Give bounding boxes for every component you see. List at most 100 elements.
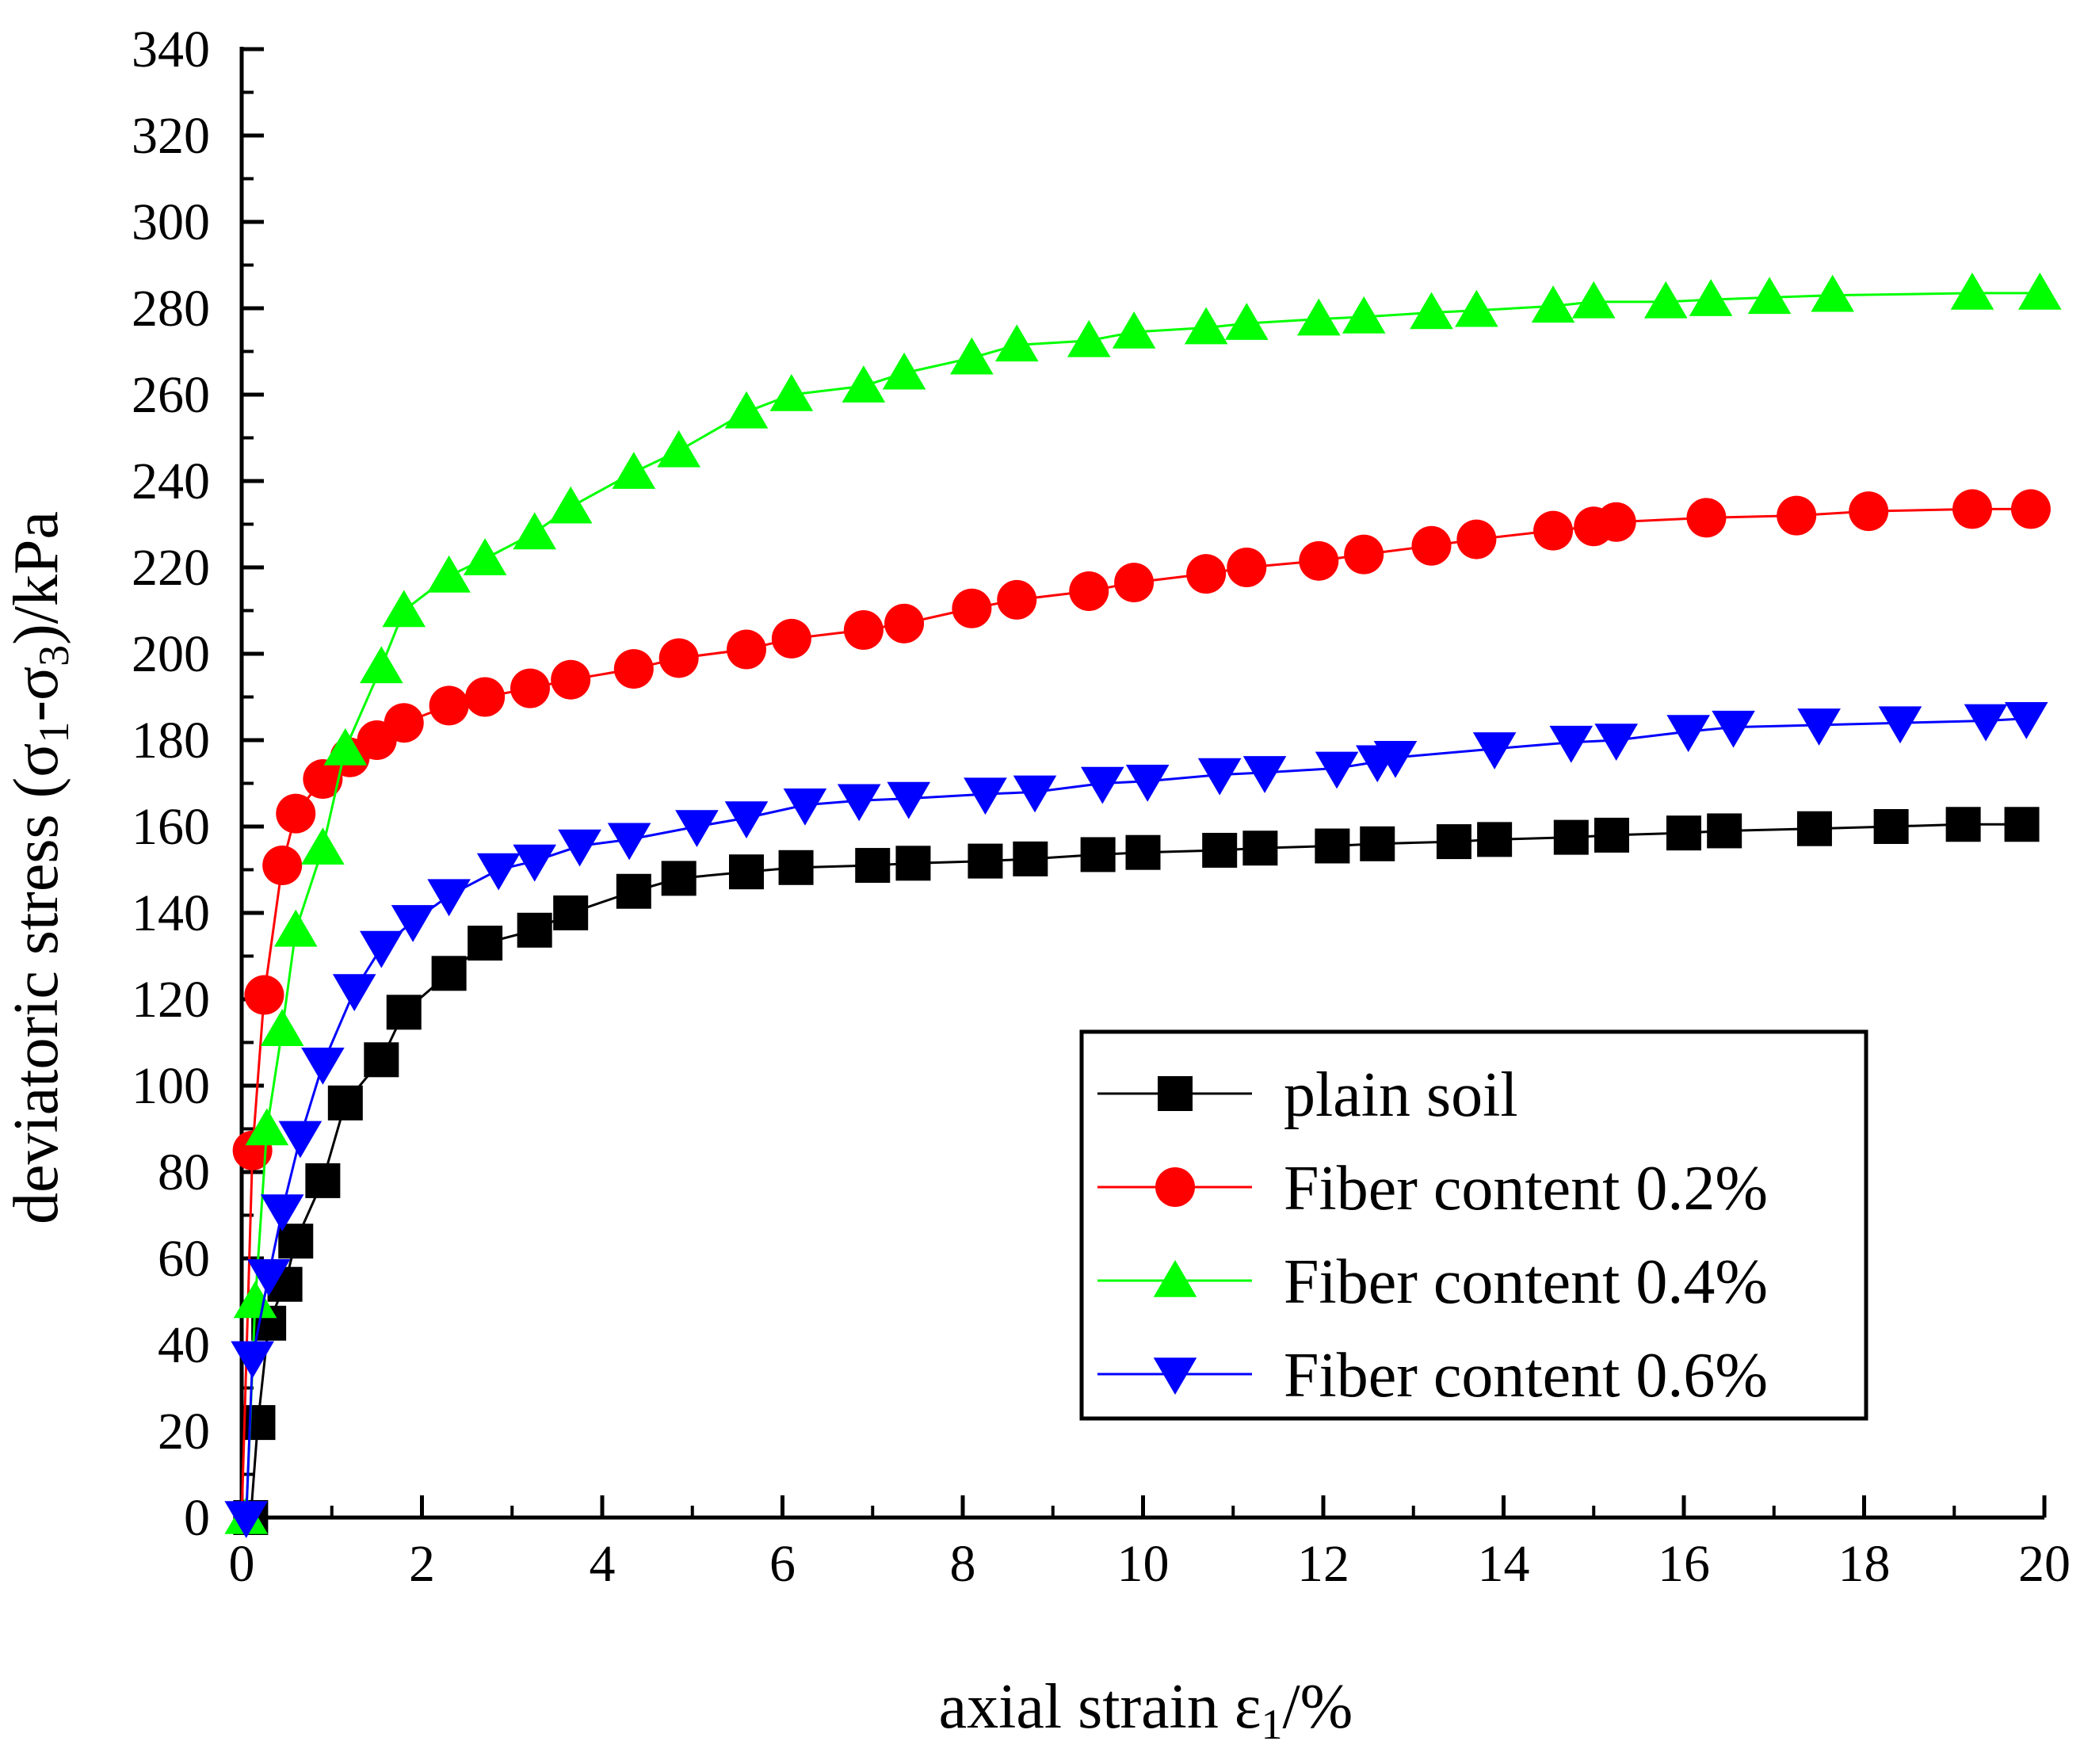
x-tick-label: 6 [769,1535,796,1593]
data-point [224,1501,268,1538]
data-point [837,784,881,822]
x-tick-label: 14 [1478,1535,1530,1593]
data-point [994,324,1039,362]
data-point [1344,534,1384,575]
legend-marker [1153,1260,1197,1297]
y-axis-title-sub1: 1 [30,722,78,743]
data-point [431,956,467,991]
data-point [884,603,925,643]
y-tick-label: 0 [184,1489,210,1547]
y-axis-title-part2: -σ [2,666,71,722]
data-point [1596,502,1636,542]
data-point [843,610,884,651]
data-point [278,1121,323,1159]
data-point [429,685,469,726]
legend-item: Fiber content 0.4% [1097,1247,1768,1317]
data-point [1531,285,1575,323]
data-point [1945,807,1981,842]
data-point [231,1341,274,1379]
y-axis-title-part1: deviatoric stress (σ [2,743,71,1224]
data-point [1686,498,1727,538]
data-point [1777,495,1817,536]
data-point [517,912,552,948]
data-point [233,1281,277,1319]
x-axis-title-tail: /% [1282,1672,1353,1742]
y-axis-title-sub2: 3 [30,645,78,666]
x-tick-label: 12 [1297,1535,1349,1593]
data-point [658,638,699,678]
data-point [724,801,769,839]
data-point [1125,764,1170,802]
y-tick-label: 220 [132,539,210,597]
data-point [1533,510,1574,551]
data-point [1472,732,1517,769]
series-4 [224,701,2048,1538]
data-point [1242,830,1278,866]
y-tick-label: 340 [132,21,210,78]
x-tick-label: 2 [409,1535,435,1593]
data-point [384,703,424,743]
x-tick-label: 8 [950,1535,976,1593]
legend-item: plain soil [1097,1060,1518,1130]
data-point [950,337,994,375]
data-point [1125,834,1161,870]
data-point [1712,710,1755,748]
legend-item: Fiber content 0.2% [1097,1154,1768,1224]
data-point [1849,491,1889,532]
data-point [675,810,719,847]
data-point [245,1108,289,1146]
data-point [244,975,284,1015]
data-point [1873,809,1909,844]
data-point [551,659,591,700]
data-point [305,1163,341,1198]
data-point [548,486,593,524]
data-point [657,430,700,468]
legend-marker [1155,1167,1195,1207]
data-point [1411,525,1452,566]
data-point [1878,706,1922,744]
data-point [1242,756,1287,793]
data-point [1013,841,1048,876]
data-point [1013,775,1057,813]
data-point [246,1259,291,1296]
data-point [1081,766,1124,804]
legend-label: plain soil [1284,1060,1518,1130]
data-point [386,995,422,1030]
data-point [1594,817,1629,853]
data-point [1950,272,1994,310]
data-point [1549,725,1594,763]
y-axis-title: deviatoric stress (σ1-σ3)/kPa [2,511,78,1224]
data-point [1114,563,1155,603]
legend: plain soil Fiber content 0.2% Fiber conten… [1079,1029,1868,1421]
data-point [1455,289,1498,327]
data-point [2018,272,2062,310]
data-point [332,974,376,1012]
y-tick-label: 160 [132,798,210,856]
data-point [510,668,550,708]
data-point [882,352,926,390]
data-point [1297,298,1341,336]
data-point [968,843,1003,879]
data-point [260,1009,304,1046]
data-point [240,1405,276,1441]
x-axis-title-main: axial strain ε [939,1672,1261,1742]
data-point [895,846,931,881]
data-point [360,646,403,684]
y-tick-label: 280 [132,280,210,338]
data-point [391,905,435,942]
data-point [1069,571,1109,611]
y-tick-label: 120 [132,971,210,1029]
data-point [1373,741,1418,778]
data-point [964,777,1007,815]
x-tick-label: 4 [590,1535,616,1593]
y-tick-label: 20 [158,1403,210,1460]
data-point [476,853,521,891]
data-point [558,829,601,867]
data-point [465,677,506,717]
data-point [729,854,764,890]
data-point [997,579,1037,620]
legend-label: Fiber content 0.4% [1284,1247,1768,1317]
legend-label: Fiber content 0.6% [1284,1341,1768,1411]
data-point [887,781,931,819]
